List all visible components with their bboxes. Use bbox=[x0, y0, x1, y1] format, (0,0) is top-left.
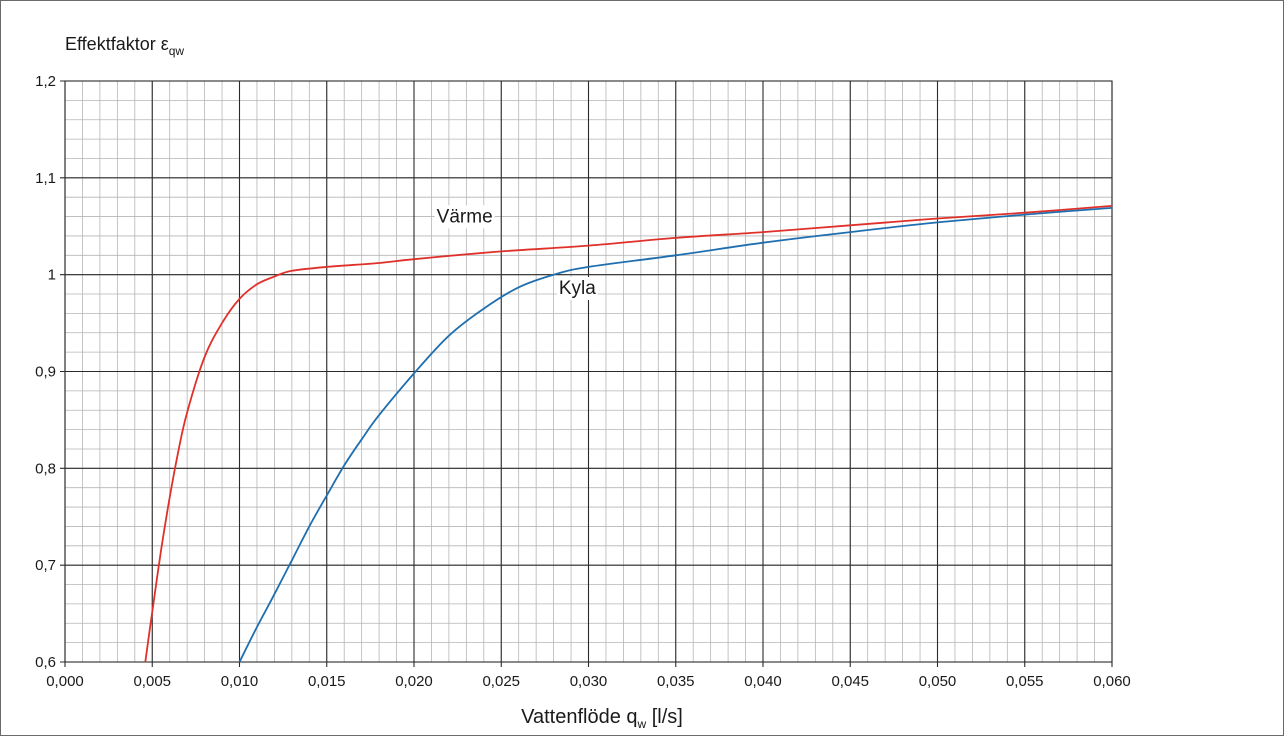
series-label-v-rme: Värme bbox=[437, 206, 493, 227]
x-tick-label: 0,025 bbox=[482, 673, 520, 690]
y-tick-label: 1,1 bbox=[35, 170, 56, 187]
x-tick-label: 0,000 bbox=[46, 673, 84, 690]
x-tick-label: 0,020 bbox=[395, 673, 433, 690]
series-label-kyla: Kyla bbox=[559, 278, 596, 299]
y-tick-label: 1,2 bbox=[35, 73, 56, 90]
x-tick-label: 0,005 bbox=[133, 673, 171, 690]
x-tick-label: 0,015 bbox=[308, 673, 346, 690]
series-line-kyla bbox=[238, 207, 1113, 663]
x-tick-label: 0,045 bbox=[831, 673, 869, 690]
x-tick-label: 0,060 bbox=[1093, 673, 1131, 690]
x-axis-title: Vattenflöde qw [l/s] bbox=[521, 706, 683, 731]
x-tick-label: 0,035 bbox=[657, 673, 695, 690]
series-label-background bbox=[434, 205, 495, 229]
x-tick-label: 0,010 bbox=[221, 673, 259, 690]
x-tick-label: 0,050 bbox=[919, 673, 957, 690]
x-tick-label: 0,055 bbox=[1006, 673, 1044, 690]
major-grid bbox=[60, 80, 1113, 667]
series-labels: Värme Kyla bbox=[434, 205, 598, 301]
y-tick-label: 0,6 bbox=[35, 654, 56, 671]
series-line-v-rme bbox=[144, 205, 1113, 663]
plot-border bbox=[64, 80, 1113, 663]
x-tick-label: 0,040 bbox=[744, 673, 782, 690]
y-tick-label: 0,8 bbox=[35, 460, 56, 477]
y-axis-title: Effektfaktor εqw bbox=[65, 34, 184, 58]
y-tick-label: 1 bbox=[48, 267, 56, 284]
tick-labels: 0,000 0,005 0,010 0,015 0,020 0,025 0,030 0,035… bbox=[35, 73, 1131, 690]
series-label-background bbox=[556, 277, 598, 301]
y-tick-label: 0,9 bbox=[35, 364, 56, 381]
y-tick-label: 0,7 bbox=[35, 557, 56, 574]
series-lines bbox=[144, 205, 1113, 663]
x-tick-label: 0,030 bbox=[570, 673, 608, 690]
